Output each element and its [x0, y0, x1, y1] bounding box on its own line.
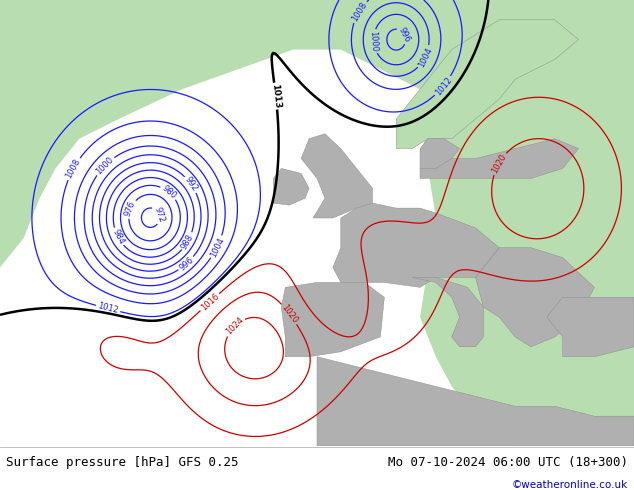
Polygon shape: [317, 357, 634, 446]
Polygon shape: [420, 139, 460, 169]
Text: 972: 972: [152, 206, 165, 223]
Text: 1020: 1020: [280, 303, 299, 325]
Polygon shape: [547, 297, 634, 357]
Polygon shape: [396, 20, 579, 148]
Text: 1012: 1012: [97, 302, 119, 316]
Text: 1004: 1004: [417, 46, 434, 69]
Polygon shape: [333, 203, 500, 287]
Text: 984: 984: [110, 228, 126, 246]
Text: 996: 996: [178, 255, 195, 272]
Text: 1016: 1016: [199, 292, 221, 313]
Polygon shape: [412, 277, 483, 347]
Polygon shape: [281, 282, 384, 357]
Polygon shape: [420, 0, 634, 446]
Text: 1008: 1008: [350, 0, 368, 23]
Text: 980: 980: [160, 184, 178, 201]
Text: 996: 996: [397, 25, 412, 44]
Polygon shape: [476, 248, 595, 347]
Text: 1004: 1004: [209, 236, 226, 258]
Text: ©weatheronline.co.uk: ©weatheronline.co.uk: [512, 480, 628, 490]
Text: Surface pressure [hPa] GFS 0.25: Surface pressure [hPa] GFS 0.25: [6, 456, 239, 469]
Polygon shape: [0, 0, 436, 139]
Text: 1013: 1013: [270, 83, 281, 109]
Text: 976: 976: [124, 200, 138, 218]
Text: 992: 992: [183, 175, 199, 194]
Text: 1000: 1000: [368, 30, 379, 52]
Text: 1012: 1012: [433, 75, 453, 97]
Polygon shape: [420, 139, 579, 178]
Polygon shape: [301, 134, 373, 218]
Text: 1024: 1024: [224, 316, 245, 337]
Text: 1020: 1020: [490, 152, 508, 175]
Polygon shape: [273, 169, 309, 205]
Text: 1000: 1000: [94, 155, 115, 176]
Text: 1008: 1008: [65, 157, 82, 180]
Text: Mo 07-10-2024 06:00 UTC (18+300): Mo 07-10-2024 06:00 UTC (18+300): [387, 456, 628, 469]
Polygon shape: [0, 99, 119, 268]
Text: 988: 988: [180, 232, 195, 250]
